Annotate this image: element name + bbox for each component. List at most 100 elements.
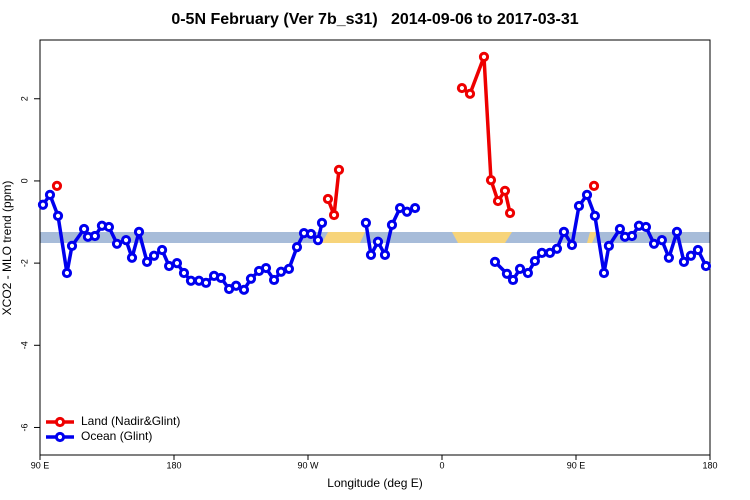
data-point bbox=[656, 235, 668, 246]
data-point bbox=[504, 207, 516, 219]
data-point bbox=[671, 226, 683, 237]
data-point bbox=[456, 82, 468, 94]
x-tick-label: 90 E bbox=[31, 460, 50, 470]
data-point bbox=[603, 240, 615, 251]
data-point bbox=[598, 267, 610, 279]
x-tick-label: 180 bbox=[702, 460, 717, 470]
data-point bbox=[66, 240, 78, 251]
data-point bbox=[141, 256, 153, 267]
data-point bbox=[316, 217, 328, 228]
legend-label: Ocean (Glint) bbox=[81, 429, 152, 443]
data-point bbox=[245, 273, 257, 284]
data-point bbox=[328, 209, 340, 221]
data-point bbox=[268, 274, 280, 286]
data-point bbox=[489, 256, 501, 267]
y-tick-label: 0 bbox=[19, 178, 29, 183]
data-point bbox=[614, 223, 626, 235]
data-point bbox=[78, 223, 90, 235]
data-point bbox=[275, 266, 287, 277]
data-point bbox=[566, 239, 578, 251]
land-band bbox=[587, 232, 597, 243]
data-point bbox=[283, 263, 295, 274]
data-point bbox=[291, 241, 303, 253]
series-line bbox=[328, 57, 594, 215]
data-point bbox=[372, 236, 384, 247]
data-point bbox=[148, 250, 160, 261]
data-point bbox=[61, 267, 73, 279]
data-point bbox=[215, 272, 227, 284]
data-point bbox=[409, 202, 421, 214]
data-point bbox=[365, 249, 377, 260]
data-point bbox=[464, 88, 476, 99]
data-point bbox=[492, 195, 504, 207]
data-point bbox=[663, 252, 675, 263]
data-point bbox=[581, 189, 593, 201]
data-point bbox=[133, 226, 145, 237]
data-point bbox=[626, 230, 638, 242]
data-point bbox=[386, 219, 398, 231]
y-tick-label: -2 bbox=[19, 259, 29, 267]
data-point bbox=[640, 221, 652, 233]
y-tick-label: 2 bbox=[19, 96, 29, 101]
ocean-band bbox=[40, 232, 710, 243]
data-point bbox=[589, 210, 601, 221]
data-point bbox=[501, 268, 513, 279]
data-point bbox=[156, 244, 168, 256]
data-point bbox=[401, 206, 413, 217]
data-point bbox=[558, 226, 570, 237]
data-point bbox=[507, 274, 519, 286]
data-point bbox=[44, 189, 56, 201]
data-point bbox=[360, 217, 372, 228]
data-point bbox=[485, 175, 497, 186]
x-tick-label: 180 bbox=[166, 460, 181, 470]
data-point bbox=[544, 247, 556, 258]
data-point bbox=[163, 260, 175, 272]
data-point bbox=[588, 180, 600, 191]
x-axis-label: Longitude (deg E) bbox=[327, 476, 422, 490]
data-point bbox=[685, 250, 697, 261]
data-point bbox=[499, 185, 511, 196]
data-point bbox=[178, 267, 190, 279]
y-tick-label: -6 bbox=[19, 423, 29, 431]
data-point bbox=[230, 280, 242, 291]
data-point bbox=[648, 238, 660, 249]
chart-title: 0-5N February (Ver 7b_s31) 2014-09-06 to… bbox=[171, 11, 578, 28]
y-tick-label: -4 bbox=[19, 341, 29, 349]
data-point bbox=[536, 247, 548, 258]
data-point bbox=[260, 262, 272, 274]
x-tick-label: 0 bbox=[439, 460, 444, 470]
background-band bbox=[40, 232, 710, 243]
legend-label: Land (Nadir&Glint) bbox=[81, 414, 180, 428]
data-point bbox=[514, 263, 526, 274]
x-tick-label: 90 E bbox=[567, 460, 586, 470]
data-point bbox=[171, 258, 183, 269]
land-band bbox=[452, 232, 512, 243]
data-point bbox=[379, 249, 391, 260]
data-point bbox=[573, 200, 585, 212]
data-point bbox=[126, 252, 138, 263]
data-point bbox=[37, 199, 49, 210]
data-point bbox=[522, 267, 534, 279]
x-tick-label: 90 W bbox=[297, 460, 319, 470]
data-point bbox=[120, 235, 132, 246]
data-point bbox=[89, 230, 101, 242]
data-point bbox=[103, 221, 115, 233]
data-point bbox=[312, 235, 324, 246]
data-point bbox=[111, 238, 123, 249]
data-point bbox=[185, 275, 197, 286]
data-point bbox=[52, 210, 64, 221]
plot-frame bbox=[39, 39, 711, 456]
data-point bbox=[678, 256, 690, 267]
legend-marker bbox=[54, 416, 66, 428]
data-point bbox=[551, 243, 563, 254]
land-band bbox=[322, 232, 365, 243]
data-point bbox=[238, 284, 250, 295]
data-point bbox=[200, 277, 212, 288]
data-point bbox=[333, 164, 345, 175]
y-axis-label: XCO2 - MLO trend (ppm) bbox=[0, 181, 14, 316]
data-point bbox=[478, 51, 490, 62]
data-point bbox=[322, 193, 334, 205]
data-point bbox=[51, 180, 63, 191]
data-point bbox=[305, 228, 317, 240]
